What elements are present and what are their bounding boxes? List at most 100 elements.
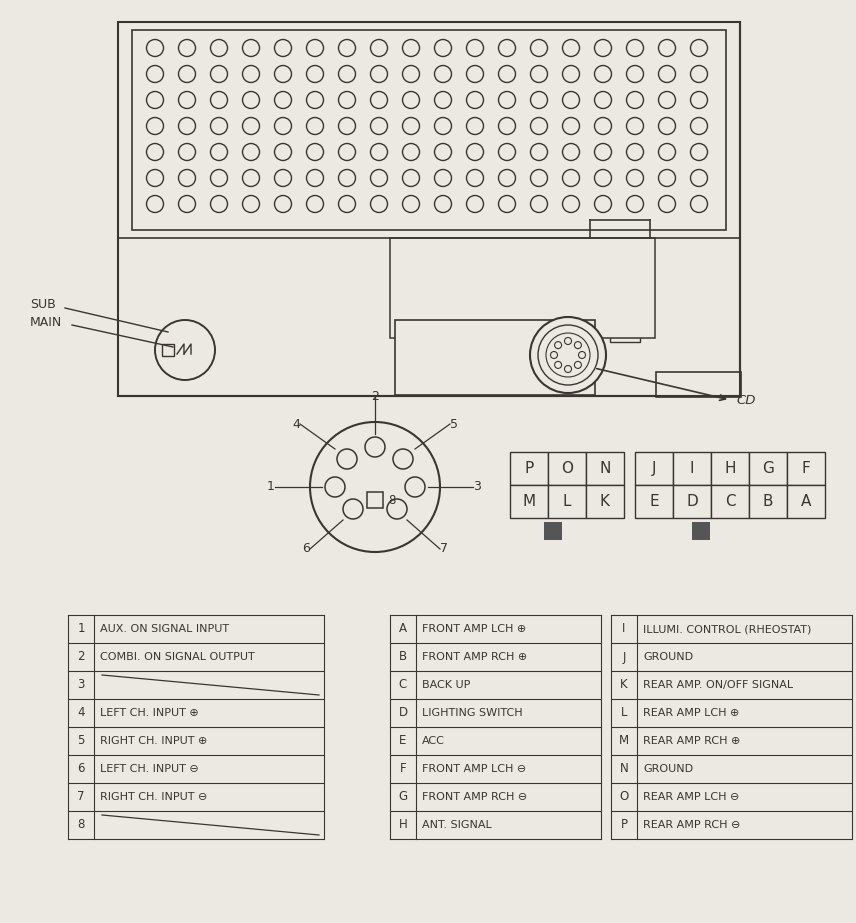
- Text: GROUND: GROUND: [643, 764, 693, 774]
- Circle shape: [550, 352, 557, 358]
- Circle shape: [179, 196, 195, 212]
- Circle shape: [498, 117, 515, 135]
- Circle shape: [371, 91, 388, 109]
- Text: 2: 2: [77, 651, 85, 664]
- Text: O: O: [620, 790, 628, 804]
- Bar: [711, 452, 749, 485]
- Circle shape: [338, 196, 355, 212]
- Text: 4: 4: [292, 417, 300, 430]
- Circle shape: [211, 196, 228, 212]
- Circle shape: [275, 196, 292, 212]
- Circle shape: [562, 91, 580, 109]
- Circle shape: [146, 66, 163, 82]
- Bar: [673, 485, 711, 518]
- Text: ANT. SIGNAL: ANT. SIGNAL: [422, 820, 491, 830]
- Circle shape: [242, 143, 259, 161]
- Circle shape: [402, 40, 419, 56]
- Circle shape: [275, 40, 292, 56]
- Text: D: D: [398, 706, 407, 720]
- Text: N: N: [620, 762, 628, 775]
- Bar: [542, 258, 564, 272]
- Text: AUX. ON SIGNAL INPUT: AUX. ON SIGNAL INPUT: [100, 624, 229, 634]
- Circle shape: [146, 91, 163, 109]
- Circle shape: [435, 117, 451, 135]
- Text: 8: 8: [77, 819, 85, 832]
- Circle shape: [435, 143, 451, 161]
- Bar: [510, 452, 548, 485]
- Text: H: H: [724, 461, 736, 476]
- Text: B: B: [399, 651, 407, 664]
- Circle shape: [467, 40, 484, 56]
- Circle shape: [242, 66, 259, 82]
- Text: ACC: ACC: [422, 736, 445, 746]
- Text: FRONT AMP RCH ⊖: FRONT AMP RCH ⊖: [422, 792, 527, 802]
- Circle shape: [179, 91, 195, 109]
- Text: 6: 6: [77, 762, 85, 775]
- Text: 1: 1: [267, 481, 275, 494]
- Circle shape: [405, 477, 425, 497]
- Circle shape: [627, 91, 644, 109]
- Bar: [575, 258, 597, 272]
- Circle shape: [530, 317, 606, 393]
- Circle shape: [306, 91, 324, 109]
- Circle shape: [211, 117, 228, 135]
- Bar: [445, 283, 467, 297]
- Text: B: B: [763, 494, 773, 509]
- Bar: [608, 283, 630, 297]
- Bar: [749, 452, 787, 485]
- Circle shape: [627, 196, 644, 212]
- Bar: [162, 344, 174, 356]
- Circle shape: [306, 66, 324, 82]
- Circle shape: [531, 66, 548, 82]
- Circle shape: [691, 40, 708, 56]
- Circle shape: [242, 91, 259, 109]
- Bar: [548, 485, 586, 518]
- Circle shape: [275, 143, 292, 161]
- Bar: [575, 283, 597, 297]
- Text: GROUND: GROUND: [643, 652, 693, 662]
- Bar: [118, 22, 740, 396]
- Text: 3: 3: [473, 481, 481, 494]
- Bar: [787, 452, 825, 485]
- Bar: [367, 492, 383, 508]
- Circle shape: [211, 66, 228, 82]
- Circle shape: [467, 196, 484, 212]
- Circle shape: [498, 40, 515, 56]
- Circle shape: [242, 196, 259, 212]
- Circle shape: [179, 117, 195, 135]
- Circle shape: [691, 170, 708, 186]
- Circle shape: [146, 143, 163, 161]
- Text: LEFT CH. INPUT ⊕: LEFT CH. INPUT ⊕: [100, 708, 199, 718]
- Circle shape: [211, 170, 228, 186]
- Bar: [132, 30, 726, 230]
- Bar: [656, 372, 741, 397]
- Circle shape: [338, 143, 355, 161]
- Circle shape: [562, 117, 580, 135]
- Text: I: I: [622, 622, 626, 636]
- Circle shape: [579, 352, 586, 358]
- Circle shape: [555, 342, 562, 349]
- Circle shape: [546, 333, 590, 377]
- Bar: [635, 452, 673, 485]
- Text: MAIN: MAIN: [30, 317, 62, 330]
- Text: J: J: [622, 651, 626, 664]
- Circle shape: [531, 117, 548, 135]
- Text: 2: 2: [371, 390, 379, 403]
- Circle shape: [574, 362, 581, 368]
- Bar: [395, 320, 595, 395]
- Circle shape: [467, 170, 484, 186]
- Circle shape: [498, 143, 515, 161]
- Circle shape: [371, 66, 388, 82]
- Circle shape: [435, 40, 451, 56]
- Circle shape: [562, 170, 580, 186]
- Circle shape: [564, 338, 572, 344]
- Circle shape: [595, 196, 611, 212]
- Text: O: O: [561, 461, 573, 476]
- Circle shape: [562, 143, 580, 161]
- Circle shape: [402, 66, 419, 82]
- Circle shape: [306, 170, 324, 186]
- Circle shape: [658, 40, 675, 56]
- Circle shape: [242, 170, 259, 186]
- Bar: [586, 452, 624, 485]
- Text: REAR AMP RCH ⊕: REAR AMP RCH ⊕: [643, 736, 740, 746]
